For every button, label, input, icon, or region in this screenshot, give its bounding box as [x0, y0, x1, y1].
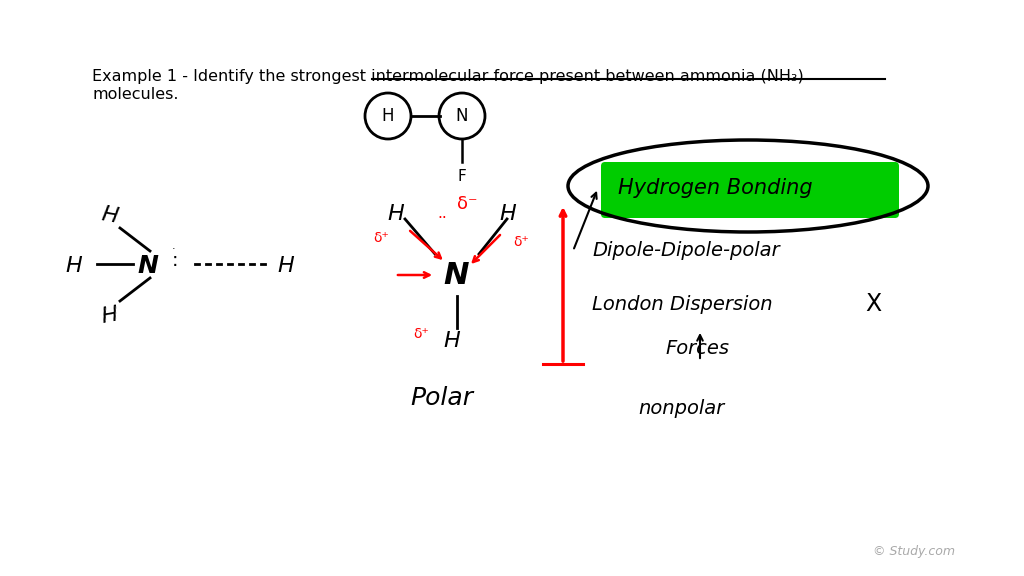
Text: :: :: [172, 252, 178, 271]
Text: London Dispersion: London Dispersion: [592, 294, 773, 313]
Text: H: H: [278, 256, 294, 276]
Text: © Study.com: © Study.com: [873, 545, 955, 558]
Text: X: X: [865, 292, 881, 316]
Text: ..: ..: [437, 207, 446, 222]
Text: nonpolar: nonpolar: [638, 399, 724, 418]
Text: N: N: [456, 107, 468, 125]
Text: Forces: Forces: [665, 339, 729, 358]
Text: δ⁺: δ⁺: [373, 231, 389, 245]
Text: δ⁺: δ⁺: [413, 327, 429, 341]
Text: H: H: [100, 204, 120, 228]
Text: Hydrogen Bonding: Hydrogen Bonding: [618, 178, 813, 198]
Text: N: N: [443, 262, 469, 290]
Text: N: N: [137, 254, 158, 278]
Text: δ⁻: δ⁻: [457, 195, 477, 213]
Text: H: H: [387, 204, 403, 224]
Text: Dipole-Dipole-polar: Dipole-Dipole-polar: [592, 241, 779, 260]
Text: δ⁺: δ⁺: [513, 235, 528, 249]
Text: H: H: [100, 305, 120, 327]
Text: Polar: Polar: [410, 386, 473, 410]
Text: H: H: [443, 331, 460, 351]
Text: Example 1 - Identify the strongest intermolecular force present between ammonia : Example 1 - Identify the strongest inter…: [92, 69, 804, 101]
Text: H: H: [382, 107, 394, 125]
FancyBboxPatch shape: [601, 162, 899, 218]
Text: H: H: [65, 256, 82, 276]
Text: H: H: [499, 204, 516, 224]
Text: F: F: [458, 169, 466, 184]
Text: .: .: [172, 241, 176, 251]
